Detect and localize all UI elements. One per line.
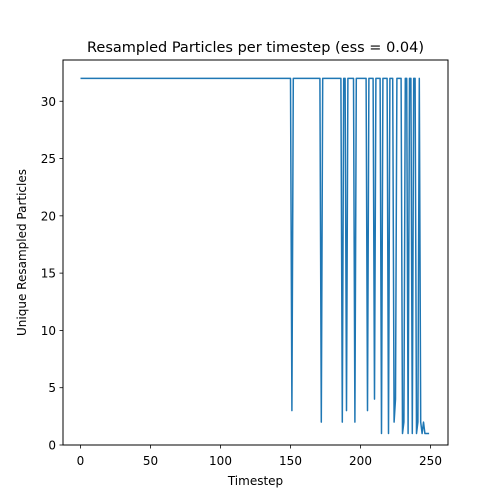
x-tick-label: 150: [279, 454, 302, 468]
x-axis-label: Timestep: [227, 474, 283, 488]
y-tick-label: 0: [48, 439, 56, 453]
plot-area: [80, 77, 430, 435]
y-tick-label: 20: [41, 209, 56, 223]
x-tick-label: 250: [419, 454, 442, 468]
axes-frame: [62, 59, 449, 446]
x-tick-label: 200: [349, 454, 372, 468]
y-tick-label: 25: [41, 152, 56, 166]
y-axis-label: Unique Resampled Particles: [15, 169, 29, 336]
y-tick-label: 10: [41, 324, 56, 338]
y-tick-label: 5: [48, 381, 56, 395]
y-axis-ticks: 0 5 10 15 20 25 30: [41, 95, 63, 453]
y-tick-label: 15: [41, 267, 56, 281]
y-tick-label: 30: [41, 95, 56, 109]
series-line-0: [80, 77, 430, 435]
x-tick-label: 100: [209, 454, 232, 468]
chart-title: Resampled Particles per timestep (ess = …: [87, 40, 424, 56]
x-axis-ticks: 0 50 100 150 200 250: [77, 445, 442, 468]
x-tick-label: 0: [77, 454, 85, 468]
x-tick-label: 50: [143, 454, 158, 468]
